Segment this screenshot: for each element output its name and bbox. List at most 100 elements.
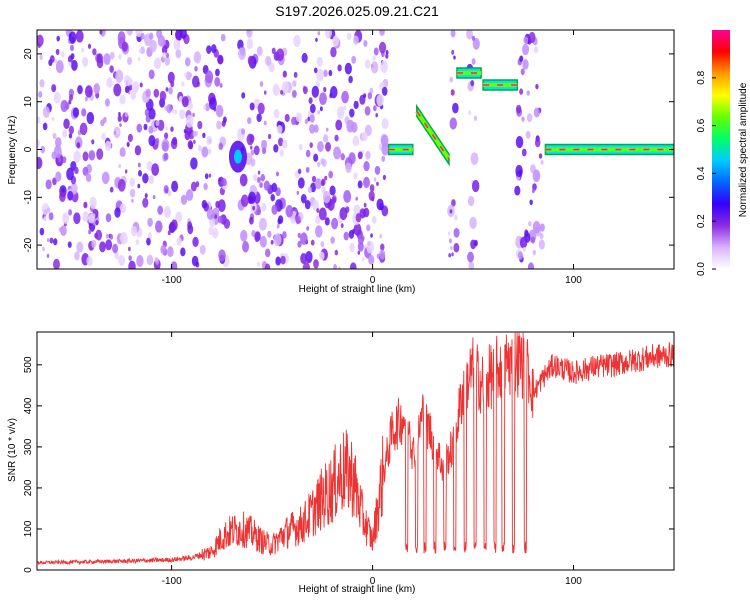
noise-blob — [292, 80, 297, 88]
noise-blob — [361, 257, 365, 262]
noise-blob — [449, 209, 453, 214]
noise-blob — [193, 51, 202, 64]
colorbar-gradient — [712, 30, 730, 269]
noise-blob — [316, 56, 323, 67]
noise-blob — [175, 49, 182, 59]
noise-blob — [282, 70, 287, 78]
noise-blob — [205, 70, 214, 84]
noise-blob — [273, 144, 279, 153]
noise-blob — [315, 225, 323, 238]
noise-blob — [168, 87, 173, 95]
noise-blob — [181, 81, 185, 87]
noise-blob — [300, 253, 307, 265]
noise-blob — [56, 35, 60, 42]
noise-blob — [116, 129, 120, 135]
noise-blob — [208, 173, 212, 178]
noise-blob — [49, 55, 55, 63]
noise-blob — [109, 186, 114, 193]
noise-blob — [55, 60, 64, 74]
noise-blob — [366, 240, 375, 254]
noise-blob — [88, 150, 96, 161]
noise-blob — [100, 119, 105, 127]
noise-blob — [151, 163, 160, 176]
noise-blob — [252, 205, 256, 211]
noise-blob — [320, 180, 325, 187]
noise-blob — [214, 76, 221, 87]
noise-blob — [203, 183, 208, 191]
noise-blob — [242, 241, 250, 253]
noise-blob — [343, 231, 349, 241]
noise-blob — [315, 37, 318, 42]
snr-x-label: Height of straight line (km) — [299, 584, 416, 595]
noise-blob — [357, 234, 364, 245]
noise-blob — [179, 30, 187, 39]
noise-blob — [248, 191, 256, 204]
spectrogram-noise — [37, 30, 545, 269]
noise-blob — [375, 113, 378, 118]
noise-blob — [176, 237, 182, 246]
colorbar-tick-label: 0.8 — [696, 70, 707, 84]
noise-blob — [215, 200, 220, 209]
noise-blob — [174, 109, 178, 115]
noise-blob — [53, 258, 60, 269]
noise-blob — [138, 170, 143, 177]
noise-blob — [256, 46, 263, 57]
noise-blob — [450, 30, 456, 38]
noise-blob — [55, 137, 62, 148]
noise-blob — [53, 91, 61, 104]
noise-blob — [154, 256, 159, 263]
noise-blob — [310, 239, 315, 246]
noise-blob — [533, 46, 539, 54]
noise-blob — [363, 176, 370, 189]
noise-blob — [95, 229, 103, 241]
noise-blob — [145, 88, 151, 98]
noise-blob — [73, 212, 81, 225]
noise-blob — [298, 144, 303, 151]
noise-blob — [302, 262, 311, 269]
noise-blob — [208, 226, 214, 236]
noise-blob — [223, 218, 231, 229]
noise-blob — [62, 156, 67, 164]
noise-blob — [353, 172, 358, 180]
noise-blob — [83, 201, 88, 209]
noise-blob — [164, 132, 169, 140]
noise-blob — [369, 87, 374, 94]
noise-blob — [380, 134, 389, 147]
noise-blob — [89, 196, 97, 209]
noise-blob — [309, 142, 313, 148]
noise-blob — [532, 220, 541, 234]
noise-blob — [216, 120, 222, 130]
noise-blob — [163, 185, 169, 194]
noise-blob — [379, 30, 385, 36]
noise-blob — [170, 126, 174, 132]
noise-blob — [261, 139, 268, 150]
noise-blob — [528, 220, 532, 227]
noise-blob — [42, 122, 48, 131]
noise-blob — [75, 30, 84, 43]
noise-blob — [320, 241, 325, 248]
noise-blob — [172, 136, 178, 146]
noise-blob — [49, 237, 54, 244]
noise-blob — [257, 102, 265, 115]
noise-blob — [527, 262, 535, 269]
noise-blob — [39, 79, 45, 88]
noise-blob — [202, 132, 206, 139]
noise-blob — [163, 152, 169, 161]
noise-blob — [338, 266, 341, 269]
noise-blob — [79, 122, 88, 136]
noise-blob — [331, 196, 337, 204]
noise-blob — [162, 52, 167, 59]
noise-blob — [348, 229, 355, 239]
noise-blob — [364, 106, 371, 116]
noise-blob — [317, 141, 324, 153]
noise-blob — [208, 97, 217, 110]
noise-blob — [467, 251, 474, 263]
noise-blob — [532, 249, 537, 256]
noise-blob — [270, 193, 276, 202]
noise-blob — [379, 234, 383, 239]
noise-blob — [318, 207, 327, 221]
noise-blob — [147, 217, 153, 227]
noise-blob — [246, 38, 254, 50]
noise-blob — [450, 245, 453, 251]
noise-blob — [84, 96, 88, 102]
